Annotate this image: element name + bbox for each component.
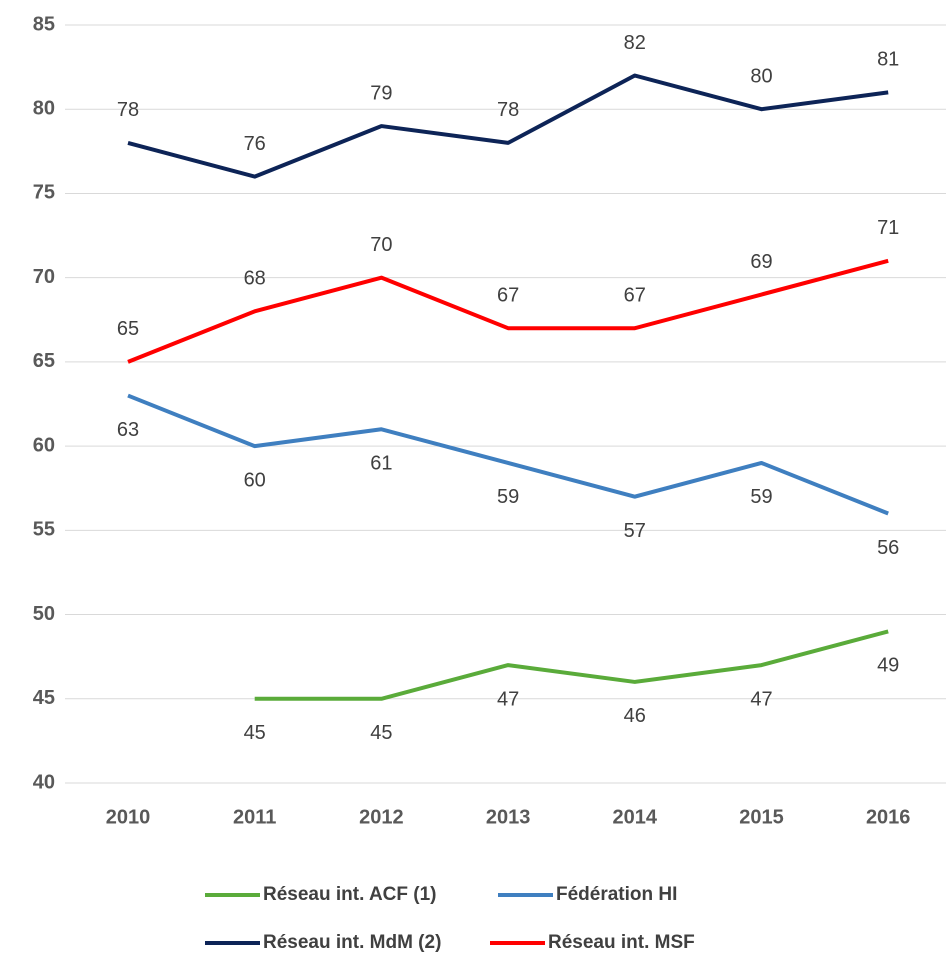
- data-label: 82: [624, 32, 646, 54]
- y-tick-label: 40: [33, 771, 55, 793]
- data-label: 56: [877, 537, 899, 559]
- x-tick-label: 2016: [866, 806, 911, 828]
- data-label: 59: [497, 486, 519, 508]
- data-label: 49: [877, 655, 899, 677]
- data-label: 78: [117, 99, 139, 121]
- data-label: 57: [624, 520, 646, 542]
- data-label: 67: [624, 284, 646, 306]
- data-label: 45: [370, 722, 392, 744]
- x-tick-label: 2010: [106, 806, 151, 828]
- x-tick-label: 2014: [613, 806, 658, 828]
- data-label: 76: [244, 133, 266, 155]
- data-label: 47: [497, 688, 519, 710]
- x-tick-label: 2011: [233, 806, 276, 828]
- series-line: [127, 258, 889, 364]
- data-label: 81: [877, 49, 899, 71]
- y-tick-label: 80: [33, 98, 55, 120]
- data-label: 61: [370, 453, 392, 475]
- data-label: 70: [370, 234, 392, 256]
- data-label: 63: [117, 419, 139, 441]
- y-tick-label: 55: [33, 519, 55, 541]
- series-line: [254, 629, 889, 701]
- y-tick-label: 50: [33, 603, 55, 625]
- y-tick-label: 70: [33, 266, 55, 288]
- data-label: 78: [497, 99, 519, 121]
- data-label: 67: [497, 284, 519, 306]
- x-tick-label: 2013: [486, 806, 531, 828]
- data-label: 68: [244, 268, 266, 290]
- y-tick-label: 85: [33, 13, 55, 35]
- x-tick-label: 2012: [359, 806, 404, 828]
- data-label: 69: [750, 251, 772, 273]
- data-label: 59: [750, 486, 772, 508]
- y-tick-label: 65: [33, 350, 55, 372]
- data-label: 80: [750, 66, 772, 88]
- data-label: 79: [370, 82, 392, 104]
- data-label: 65: [117, 318, 139, 340]
- y-tick-label: 60: [33, 434, 55, 456]
- data-label: 47: [750, 688, 772, 710]
- data-label: 60: [244, 469, 266, 491]
- x-tick-label: 2015: [739, 806, 784, 828]
- data-label: 71: [877, 217, 899, 239]
- y-tick-label: 45: [33, 687, 55, 709]
- data-label: 46: [624, 705, 646, 727]
- legend-label: Réseau int. MSF: [548, 932, 695, 953]
- series-line: [127, 393, 889, 516]
- legend-label: Réseau int. ACF (1): [263, 884, 437, 905]
- legend-label: Fédération HI: [556, 884, 677, 905]
- legend-label: Réseau int. MdM (2): [263, 932, 441, 953]
- data-label: 45: [244, 722, 266, 744]
- series-line: [127, 73, 889, 179]
- y-tick-label: 75: [33, 182, 55, 204]
